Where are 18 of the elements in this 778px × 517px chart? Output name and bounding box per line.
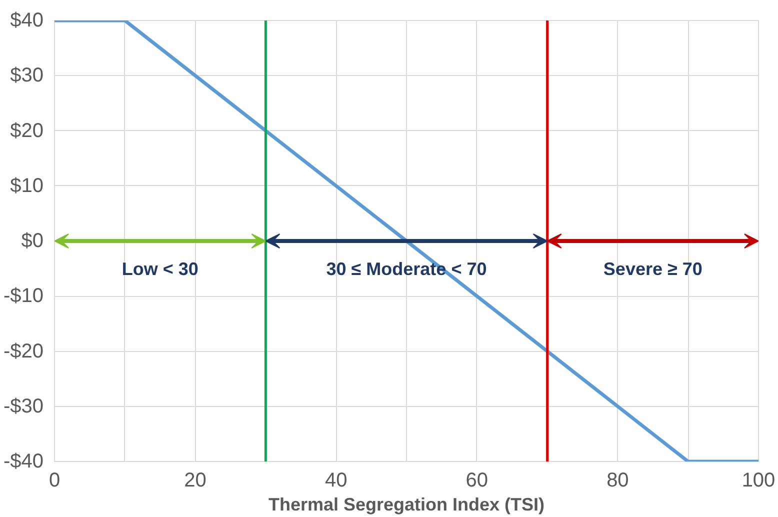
y-tick-label: -$10 xyxy=(3,285,44,308)
y-tick-label: $10 xyxy=(10,174,44,197)
y-tick-label: -$30 xyxy=(3,395,44,418)
y-tick-label: -$20 xyxy=(3,340,44,362)
y-tick-label: $30 xyxy=(10,64,44,87)
x-tick-label: 40 xyxy=(324,470,348,492)
x-tick-label: 20 xyxy=(184,470,206,492)
y-tick-label: $40 xyxy=(10,10,44,32)
x-tick-label: 0 xyxy=(48,470,60,492)
annotation: Severe ≥ 70 xyxy=(603,259,702,279)
y-tick-label: $0 xyxy=(21,230,44,252)
y-tick-label: $20 xyxy=(10,120,44,142)
y-tick-label: -$40 xyxy=(3,450,44,472)
x-axis-title: Thermal Segregation Index (TSI) xyxy=(268,494,545,514)
x-tick-label: 100 xyxy=(742,470,776,492)
x-tick-label: 60 xyxy=(466,470,488,492)
x-tick-label: 80 xyxy=(606,470,629,492)
annotation: Low < 30 xyxy=(122,259,198,279)
